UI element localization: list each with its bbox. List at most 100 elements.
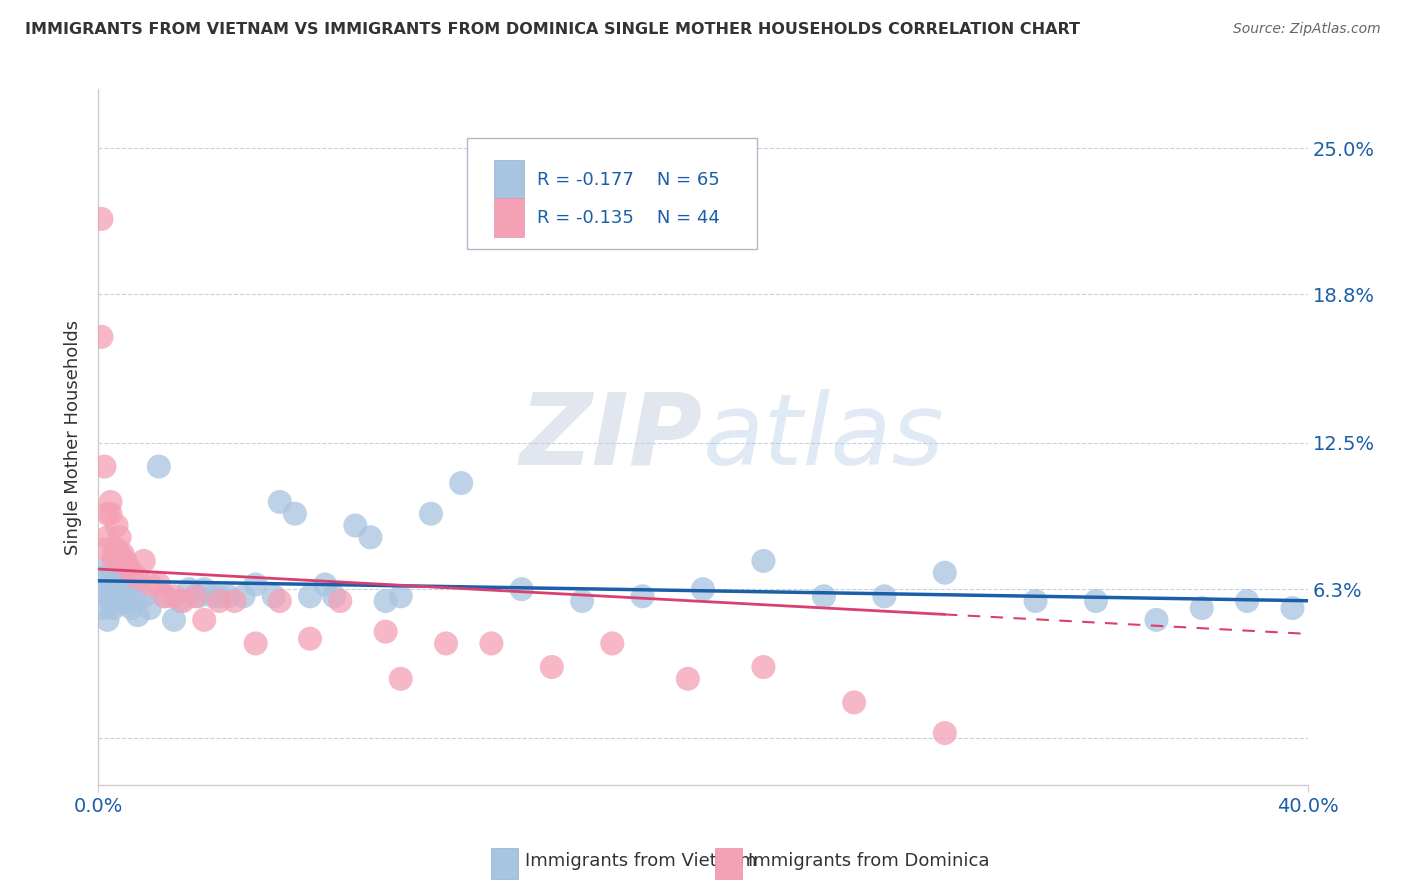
Point xyxy=(93,601,115,615)
Point xyxy=(103,601,125,615)
Point xyxy=(100,507,122,521)
Point xyxy=(208,589,231,603)
Point xyxy=(93,459,115,474)
Point xyxy=(172,594,194,608)
Point xyxy=(139,577,162,591)
Point xyxy=(1236,594,1258,608)
Point xyxy=(187,589,209,603)
Point xyxy=(676,672,699,686)
Point xyxy=(844,695,866,709)
Point xyxy=(540,660,562,674)
Point xyxy=(96,507,118,521)
Point xyxy=(284,507,307,521)
Point xyxy=(127,608,149,623)
Point xyxy=(118,594,141,608)
Point xyxy=(96,561,118,575)
Point xyxy=(100,594,122,608)
Point xyxy=(153,589,176,603)
Point xyxy=(93,582,115,597)
FancyBboxPatch shape xyxy=(494,198,524,236)
Point xyxy=(127,570,149,584)
Point xyxy=(114,594,136,608)
Point xyxy=(121,566,143,580)
Point xyxy=(111,589,134,603)
Point xyxy=(873,589,896,603)
Text: Immigrants from Dominica: Immigrants from Dominica xyxy=(748,853,990,871)
Point xyxy=(692,582,714,597)
Point xyxy=(420,507,443,521)
Point xyxy=(752,660,775,674)
Point xyxy=(100,495,122,509)
Point xyxy=(269,495,291,509)
Text: Source: ZipAtlas.com: Source: ZipAtlas.com xyxy=(1233,22,1381,37)
Point xyxy=(96,613,118,627)
Point xyxy=(329,594,352,608)
Point xyxy=(108,596,131,610)
Point xyxy=(263,589,285,603)
Text: R = -0.135    N = 44: R = -0.135 N = 44 xyxy=(537,209,720,227)
Point xyxy=(1144,613,1167,627)
Point xyxy=(114,554,136,568)
Point xyxy=(1024,594,1046,608)
Point xyxy=(103,584,125,599)
Point xyxy=(153,589,176,603)
Point xyxy=(1281,601,1303,615)
Point xyxy=(374,594,396,608)
Point xyxy=(169,594,191,608)
Point xyxy=(100,577,122,591)
FancyBboxPatch shape xyxy=(467,138,758,249)
Text: R = -0.177    N = 65: R = -0.177 N = 65 xyxy=(537,170,720,188)
Point xyxy=(105,570,128,584)
Point xyxy=(631,589,654,603)
Point xyxy=(299,632,322,646)
Point xyxy=(111,547,134,561)
Point xyxy=(111,566,134,580)
Text: atlas: atlas xyxy=(703,389,945,485)
Point xyxy=(813,589,835,603)
Point xyxy=(245,577,267,591)
Point xyxy=(108,577,131,591)
Point xyxy=(510,582,533,597)
Point xyxy=(105,542,128,557)
Point xyxy=(108,554,131,568)
FancyBboxPatch shape xyxy=(492,847,517,879)
FancyBboxPatch shape xyxy=(716,847,742,879)
Point xyxy=(314,577,336,591)
Text: ZIP: ZIP xyxy=(520,389,703,485)
Point xyxy=(96,589,118,603)
Point xyxy=(1191,601,1213,615)
Point xyxy=(224,594,246,608)
Point xyxy=(163,589,186,603)
Point xyxy=(163,613,186,627)
Point xyxy=(299,589,322,603)
Point xyxy=(374,624,396,639)
Point xyxy=(139,601,162,615)
Point xyxy=(118,582,141,597)
Point xyxy=(232,589,254,603)
Point xyxy=(105,589,128,603)
Point xyxy=(193,582,215,597)
Point xyxy=(481,636,503,650)
Point xyxy=(90,330,112,344)
Point xyxy=(105,518,128,533)
Point xyxy=(571,594,593,608)
Point xyxy=(360,530,382,544)
Point xyxy=(93,542,115,557)
Point xyxy=(389,589,412,603)
Point xyxy=(934,566,956,580)
Point xyxy=(193,613,215,627)
Point xyxy=(752,554,775,568)
Y-axis label: Single Mother Households: Single Mother Households xyxy=(65,319,83,555)
Text: IMMIGRANTS FROM VIETNAM VS IMMIGRANTS FROM DOMINICA SINGLE MOTHER HOUSEHOLDS COR: IMMIGRANTS FROM VIETNAM VS IMMIGRANTS FR… xyxy=(25,22,1080,37)
Text: Immigrants from Vietnam: Immigrants from Vietnam xyxy=(526,853,756,871)
Point xyxy=(103,566,125,580)
Point xyxy=(389,672,412,686)
Point xyxy=(90,570,112,584)
Point xyxy=(124,589,146,603)
Point xyxy=(108,530,131,544)
Point xyxy=(103,547,125,561)
Point xyxy=(132,554,155,568)
Point xyxy=(114,577,136,591)
Point xyxy=(103,554,125,568)
Point xyxy=(148,577,170,591)
